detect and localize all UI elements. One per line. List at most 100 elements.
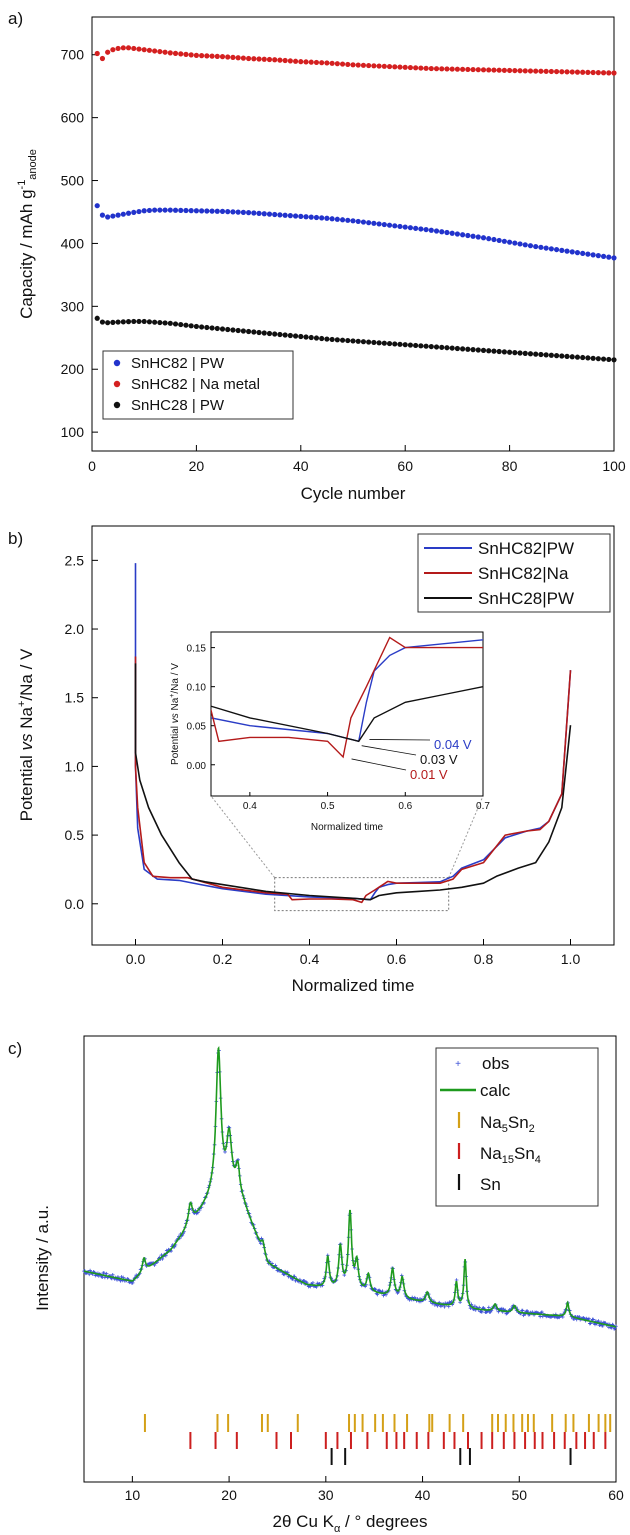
- data-point: [360, 62, 367, 68]
- panel-c-x-label-sub: α: [334, 1523, 341, 1535]
- obs-point: [540, 1310, 544, 1314]
- data-point: [125, 45, 132, 51]
- x-tick-label: 0: [88, 458, 96, 474]
- inset-y-tick-label: 0.05: [187, 722, 207, 733]
- data-point: [507, 349, 513, 355]
- data-point: [574, 69, 581, 75]
- data-point: [141, 318, 147, 325]
- data-point: [449, 230, 455, 236]
- data-point: [423, 226, 429, 233]
- inset-series-line-3: [211, 685, 483, 743]
- data-point: [470, 347, 476, 353]
- panel-c-x-ticks: 10 20 30 40 50 60: [125, 1476, 624, 1503]
- data-point: [486, 236, 492, 242]
- data-point: [99, 55, 106, 62]
- data-point: [460, 232, 466, 238]
- data-point: [214, 208, 220, 214]
- data-point: [392, 341, 398, 347]
- data-point: [94, 50, 100, 57]
- data-point: [559, 353, 565, 359]
- data-point: [329, 60, 335, 66]
- data-point: [517, 241, 523, 247]
- panel-a-legend: SnHC82 | PW SnHC82 | Na metal SnHC28 | P…: [102, 350, 294, 420]
- data-point: [423, 65, 429, 71]
- data-point: [444, 229, 450, 236]
- data-point: [491, 236, 497, 243]
- legend-marker-snhc82-pw: [113, 359, 121, 367]
- data-point: [418, 65, 424, 71]
- legend-label-obs: obs: [482, 1054, 509, 1073]
- data-point: [360, 339, 367, 345]
- legend-label-na15sn4: Na15Sn4: [480, 1144, 541, 1166]
- data-point: [199, 324, 205, 330]
- data-point: [219, 326, 226, 332]
- data-point: [251, 329, 257, 335]
- data-point: [538, 68, 544, 74]
- reflection-set: [189, 1432, 607, 1449]
- data-point: [266, 211, 273, 217]
- data-point: [355, 62, 361, 68]
- data-point: [439, 66, 445, 72]
- data-point: [423, 343, 429, 349]
- data-point: [386, 63, 393, 70]
- data-point: [376, 221, 382, 227]
- inset-series-line-1: [211, 638, 483, 743]
- data-point: [585, 251, 591, 257]
- obs-point: [591, 1317, 596, 1322]
- data-point: [496, 348, 502, 355]
- data-point: [606, 356, 612, 363]
- data-point: [240, 55, 246, 61]
- panel-c-label: c): [8, 1039, 22, 1058]
- data-point: [157, 207, 163, 213]
- data-point: [277, 331, 283, 338]
- data-point: [146, 207, 153, 214]
- data-point: [454, 231, 460, 237]
- inset-x-tick-label: 0.7: [476, 801, 490, 812]
- data-point: [225, 326, 231, 333]
- panel-b-x-ticks: 0.0 0.2 0.4 0.6 0.8 1.0: [126, 939, 580, 967]
- panel-a-y-ticks: 100 200 300 400 500 600 700: [61, 47, 98, 440]
- data-point: [188, 208, 194, 214]
- y-tick-label: 500: [61, 173, 85, 189]
- data-point: [574, 354, 581, 360]
- panel-b-y-label-b: /Na / V: [17, 648, 36, 701]
- data-point: [324, 60, 330, 66]
- obs-point: [384, 1292, 388, 1297]
- data-point: [392, 223, 398, 229]
- obs-point: [311, 1281, 315, 1285]
- obs-point: [587, 1316, 591, 1321]
- data-point: [480, 347, 487, 353]
- data-point: [94, 203, 100, 209]
- series-2: [94, 45, 617, 76]
- inset-x-tick-label: 0.6: [398, 801, 412, 812]
- data-point: [230, 54, 236, 60]
- data-point: [272, 331, 278, 337]
- obs-point: [104, 1271, 109, 1276]
- data-point: [110, 213, 116, 219]
- data-point: [313, 335, 320, 341]
- inset-y-label: Potential vs Na+/Na / V: [169, 663, 181, 765]
- data-point: [303, 59, 309, 65]
- x-tick-label: 10: [125, 1487, 141, 1503]
- obs-point: [487, 1305, 491, 1310]
- legend-label-calc: calc: [480, 1081, 511, 1100]
- data-point: [240, 209, 246, 215]
- data-point: [538, 244, 544, 250]
- data-point: [548, 352, 554, 358]
- data-point: [470, 66, 476, 73]
- obs-point: [500, 1306, 504, 1311]
- x-tick-label: 0.8: [474, 951, 494, 967]
- inset-x-tick-label: 0.4: [243, 801, 257, 812]
- data-point: [282, 332, 288, 338]
- legend-label-na5sn2: Na5Sn2: [480, 1113, 535, 1135]
- data-point: [339, 217, 346, 223]
- data-point: [287, 332, 293, 339]
- data-point: [355, 218, 361, 225]
- data-point: [209, 325, 215, 331]
- data-point: [439, 344, 445, 350]
- obs-point: [258, 1241, 263, 1246]
- y-tick-label: 400: [61, 235, 85, 251]
- inset-y-label-a: Potential: [170, 723, 181, 765]
- data-point: [105, 214, 111, 220]
